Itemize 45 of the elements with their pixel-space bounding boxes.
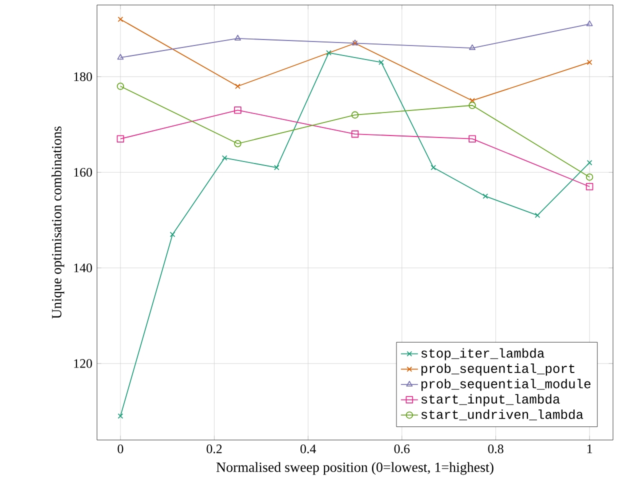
point	[586, 160, 592, 166]
legend-label: prob_sequential_port	[421, 364, 574, 376]
point	[118, 16, 124, 22]
y-tick-label: 120	[74, 359, 92, 368]
legend-label: start_undriven_lambda	[421, 409, 584, 420]
point	[586, 20, 593, 26]
y-tick-label: 140	[74, 264, 92, 272]
x-tick-label: 0.6	[394, 444, 410, 454]
y-axis-title: Unique optimisation combinations	[52, 126, 64, 319]
point	[378, 60, 384, 66]
point	[234, 106, 242, 114]
point	[482, 194, 488, 199]
x-tick-label: 0.4	[300, 444, 316, 454]
legend-label: stop_iter_lambda	[421, 348, 544, 360]
point	[274, 164, 280, 170]
legend-label: start_input_lambda	[421, 394, 560, 406]
x-tick-label: 0	[118, 444, 124, 454]
point	[470, 98, 475, 104]
point	[326, 50, 332, 56]
point	[117, 54, 124, 60]
x-tick-label: 0.8	[488, 444, 504, 454]
point	[116, 135, 124, 142]
point	[170, 232, 176, 238]
point	[234, 34, 241, 40]
point	[468, 102, 476, 110]
y-tick-label: 180	[74, 72, 92, 82]
x-tick-label: 1	[587, 444, 592, 454]
point	[468, 135, 476, 142]
point	[534, 212, 540, 218]
point	[235, 84, 240, 89]
point	[118, 413, 124, 419]
point	[469, 44, 476, 50]
point	[586, 173, 594, 181]
point	[586, 60, 592, 66]
point	[430, 164, 436, 170]
x-axis-title: Normalised sweep position (0=lowest, 1=highest)	[216, 462, 494, 475]
point	[351, 111, 359, 119]
point	[351, 130, 359, 138]
point	[234, 140, 242, 148]
point	[586, 183, 594, 190]
legend-label: prob_sequential_module	[421, 378, 590, 391]
x-tick-label: 0.2	[206, 444, 222, 454]
y-tick-label: 160	[74, 168, 92, 177]
point	[116, 82, 124, 90]
point	[222, 155, 228, 161]
